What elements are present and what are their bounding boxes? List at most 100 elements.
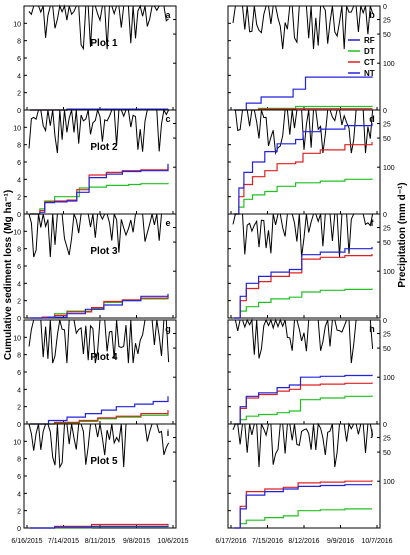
panel-letter: i	[167, 428, 170, 438]
panel-frame	[227, 213, 381, 319]
x-tick-label: 7/14/2015	[48, 538, 79, 545]
series-ct	[234, 480, 373, 529]
y-tick-label: 10	[13, 335, 21, 342]
x-ticks-2016: 6/17/2016 7/15/2016 8/12/2016 9/9/2016 10/7/…	[215, 538, 392, 545]
y-tick-label: 4	[17, 387, 21, 394]
panel-letter: d	[369, 114, 375, 124]
legend-label-dt: DT	[364, 47, 375, 56]
series-dt	[234, 105, 373, 111]
y-tick-label: 0	[17, 108, 21, 115]
series-nt	[234, 484, 372, 529]
x-tick-label: 8/12/2016	[288, 538, 319, 545]
panel-a: 0 2 4 6 8 10 a Plot 1	[13, 4, 177, 115]
precipitation-line	[28, 213, 169, 258]
y-tick-label: 4	[17, 491, 21, 498]
series-nt	[30, 293, 169, 319]
panel-letter: c	[165, 114, 170, 124]
y-tick-label: 4	[17, 73, 21, 80]
y-tick-label: 8	[17, 457, 21, 464]
precip-tick-label: 50	[383, 32, 391, 39]
precipitation-line	[28, 319, 170, 364]
panel-j: 0 25 50 100 j	[227, 422, 395, 529]
precip-tick-label: 100	[383, 375, 395, 382]
series-nt	[30, 163, 169, 215]
panel-letter: j	[370, 428, 374, 438]
precip-tick-label: 25	[383, 122, 391, 129]
y-tick-label: 10	[13, 439, 21, 446]
precip-tick-label: 25	[383, 18, 391, 25]
panel-b: 0 25 50 100 b	[227, 4, 395, 111]
panel-letter: f	[371, 218, 375, 228]
plot-label: Plot 2	[90, 142, 118, 153]
y-tick-label: 10	[13, 229, 21, 236]
series-ct	[234, 382, 373, 425]
precipitation-line	[233, 109, 374, 156]
precip-tick-label: 50	[383, 136, 391, 143]
legend-label-nt: NT	[364, 69, 375, 78]
precipitation-line	[28, 4, 169, 51]
series-nt	[234, 123, 373, 215]
legend: RF DT CT NT	[348, 36, 375, 78]
precip-tick-label: 25	[383, 332, 391, 339]
panel-frame	[227, 423, 381, 529]
panel-d: 0 25 50 100 d	[227, 108, 395, 215]
y-tick-label: 2	[17, 195, 21, 202]
panel-letter: h	[369, 324, 375, 334]
y-tick-label: 6	[17, 264, 21, 271]
precipitation-line	[28, 423, 170, 469]
x-ticks-2015: 6/16/2015 7/14/2015 8/11/2015 9/8/2015 10/6/…	[11, 538, 188, 545]
precip-tick-label: 0	[383, 318, 387, 325]
series-ct	[234, 253, 373, 319]
plot-label: Plot 5	[90, 456, 118, 467]
precipitation-line	[232, 213, 374, 258]
precip-tick-label: 0	[383, 212, 387, 219]
y-tick-label: 8	[17, 353, 21, 360]
panel-letter: a	[165, 10, 171, 20]
x-tick-label: 7/15/2016	[252, 538, 283, 545]
precip-tick-label: 50	[383, 450, 391, 457]
y-tick-label: 8	[17, 39, 21, 46]
panel-c: 0 2 4 6 8 10 c Plot 2	[13, 108, 177, 219]
precip-tick-label: 100	[383, 165, 395, 172]
legend-label-rf: RF	[364, 36, 375, 45]
plot-label: Plot 4	[90, 352, 118, 363]
series-ct	[30, 166, 169, 215]
right-axis-label: Precipitation (mm d⁻¹)	[397, 182, 408, 287]
y-tick-label: 2	[17, 91, 21, 98]
x-tick-label: 6/17/2016	[215, 538, 246, 545]
series-dt	[234, 508, 372, 529]
series-dt	[234, 395, 373, 425]
series-dt	[30, 182, 169, 215]
series-ct	[30, 410, 169, 425]
panel-letter: b	[369, 10, 375, 20]
plot-label: Plot 1	[90, 38, 118, 49]
y-tick-label: 0	[17, 422, 21, 429]
plot-label: Plot 3	[90, 246, 118, 257]
y-tick-label: 2	[17, 405, 21, 412]
legend-label-ct: CT	[364, 58, 375, 67]
y-tick-label: 6	[17, 370, 21, 377]
precip-tick-label: 0	[383, 108, 387, 115]
precipitation-line	[232, 422, 374, 468]
precip-tick-label: 25	[383, 226, 391, 233]
precipitation-line	[233, 318, 374, 364]
series-dt	[30, 413, 169, 425]
panel-f: 0 25 50 100 f	[227, 212, 395, 319]
precipitation-line	[28, 108, 170, 154]
y-tick-label: 0	[17, 212, 21, 219]
y-tick-label: 8	[17, 143, 21, 150]
y-tick-label: 6	[17, 56, 21, 63]
series-nt	[234, 76, 373, 111]
precip-tick-label: 50	[383, 240, 391, 247]
y-tick-label: 6	[17, 474, 21, 481]
left-axis-label: Cumulative sediment loss (Mg ha⁻¹)	[3, 190, 14, 360]
y-tick-label: 0	[17, 526, 21, 533]
precip-tick-label: 100	[383, 61, 395, 68]
panel-letter: g	[165, 324, 171, 334]
panel-h: 0 25 50 100 h	[227, 318, 395, 425]
y-tick-label: 4	[17, 177, 21, 184]
series-dt	[234, 178, 373, 215]
y-tick-label: 6	[17, 160, 21, 167]
